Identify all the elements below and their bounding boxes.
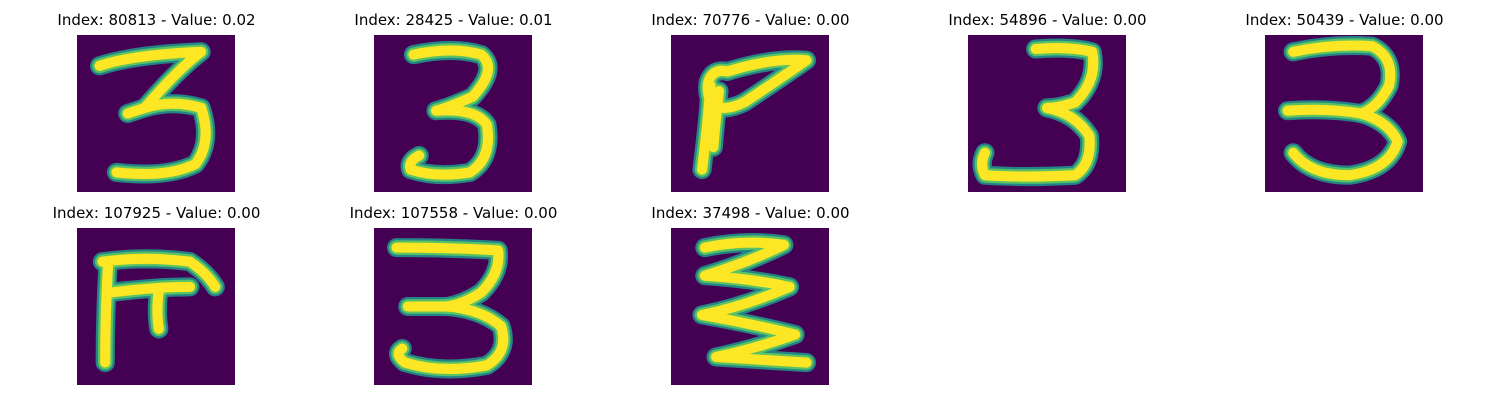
digit-image xyxy=(968,35,1126,192)
panel-title: Index: 37498 - Value: 0.00 xyxy=(651,204,850,222)
digit-3-image xyxy=(77,35,235,192)
digit-image xyxy=(1265,35,1423,192)
panel-6: Index: 107925 - Value: 0.00 xyxy=(8,193,305,385)
digit-image xyxy=(671,228,829,385)
digit-3-image xyxy=(374,228,532,385)
digit-zigzag-image xyxy=(671,228,829,385)
panel-3: Index: 70776 - Value: 0.00 xyxy=(602,0,899,192)
panel-title: Index: 107558 - Value: 0.00 xyxy=(349,204,558,222)
digit-e-image xyxy=(77,228,235,385)
panel-4: Index: 54896 - Value: 0.00 xyxy=(899,0,1196,192)
panel-title: Index: 70776 - Value: 0.00 xyxy=(651,11,850,29)
panel-8: Index: 37498 - Value: 0.00 xyxy=(602,193,899,385)
panel-1: Index: 80813 - Value: 0.02 xyxy=(8,0,305,192)
panel-title: Index: 28425 - Value: 0.01 xyxy=(354,11,553,29)
panel-title: Index: 50439 - Value: 0.00 xyxy=(1245,11,1444,29)
digit-7-image xyxy=(671,35,829,192)
digit-3-image xyxy=(1265,35,1423,192)
digit-image xyxy=(77,35,235,192)
digit-3-image xyxy=(374,35,532,192)
panel-title: Index: 80813 - Value: 0.02 xyxy=(57,11,256,29)
panel-title: Index: 107925 - Value: 0.00 xyxy=(52,204,261,222)
digit-image xyxy=(671,35,829,192)
digit-image xyxy=(374,35,532,192)
panel-7: Index: 107558 - Value: 0.00 xyxy=(305,193,602,385)
panel-5: Index: 50439 - Value: 0.00 xyxy=(1196,0,1493,192)
digit-image xyxy=(374,228,532,385)
digit-image xyxy=(77,228,235,385)
panel-2: Index: 28425 - Value: 0.01 xyxy=(305,0,602,192)
panel-title: Index: 54896 - Value: 0.00 xyxy=(948,11,1147,29)
digit-3-image xyxy=(968,35,1126,192)
